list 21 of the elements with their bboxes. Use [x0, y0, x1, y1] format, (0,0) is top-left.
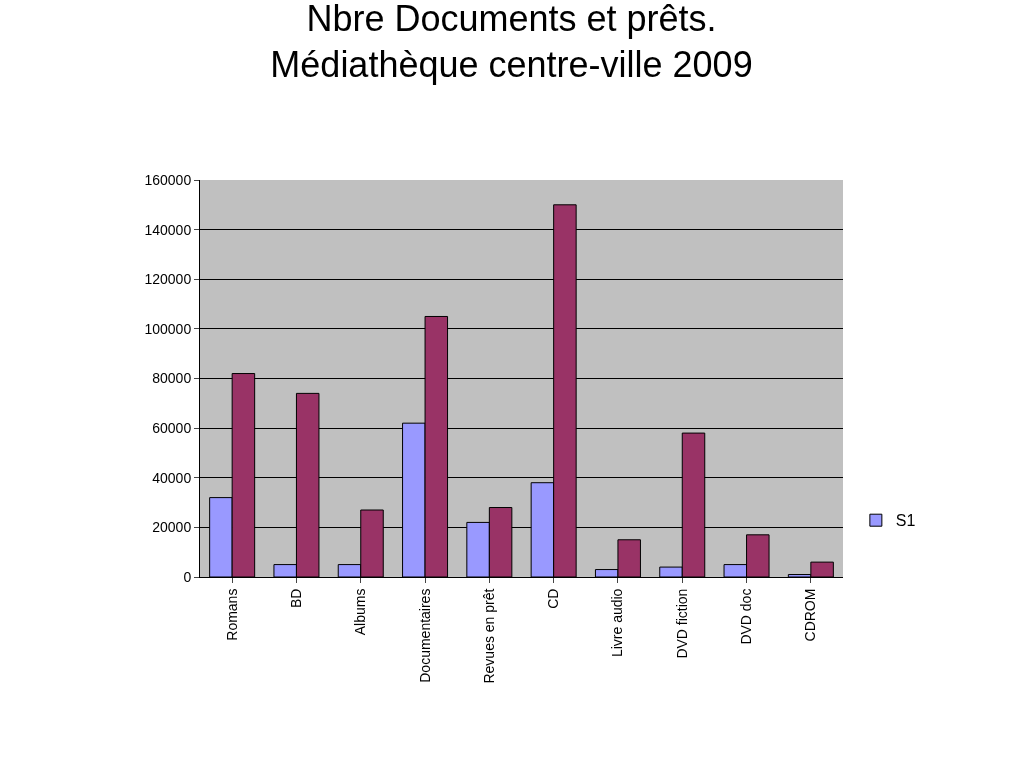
x-tick-label: Documentaires	[416, 588, 433, 683]
x-tick-label: DVD fiction	[673, 588, 690, 659]
x-tick-label: BD	[288, 588, 304, 609]
y-tick-label: 160000	[144, 171, 192, 188]
x-tick-label: Revues en prêt	[480, 588, 497, 684]
legend-label: S1	[895, 512, 916, 530]
x-tick-label: DVD doc	[738, 588, 755, 645]
y-tick-label: 120000	[144, 271, 192, 288]
y-tick-label: 140000	[144, 221, 192, 238]
x-tick-label: Romans	[223, 588, 240, 641]
y-tick-label: 40000	[152, 469, 192, 486]
y-tick-label: 100000	[144, 320, 192, 337]
x-tick-label: Albums	[352, 588, 369, 636]
y-tick-label: 60000	[152, 420, 192, 437]
x-tick-label: CDROM	[802, 588, 819, 642]
y-tick-label: 80000	[152, 370, 192, 387]
x-tick-label: CD	[545, 588, 562, 609]
x-tick-label: Livre audio	[609, 588, 626, 658]
chart-title: Nbre Documents et prêts. Médiathèque centre-ville 2009	[270, 0, 753, 86]
y-tick-label: 20000	[152, 519, 192, 536]
y-tick-label: 0	[183, 568, 192, 585]
